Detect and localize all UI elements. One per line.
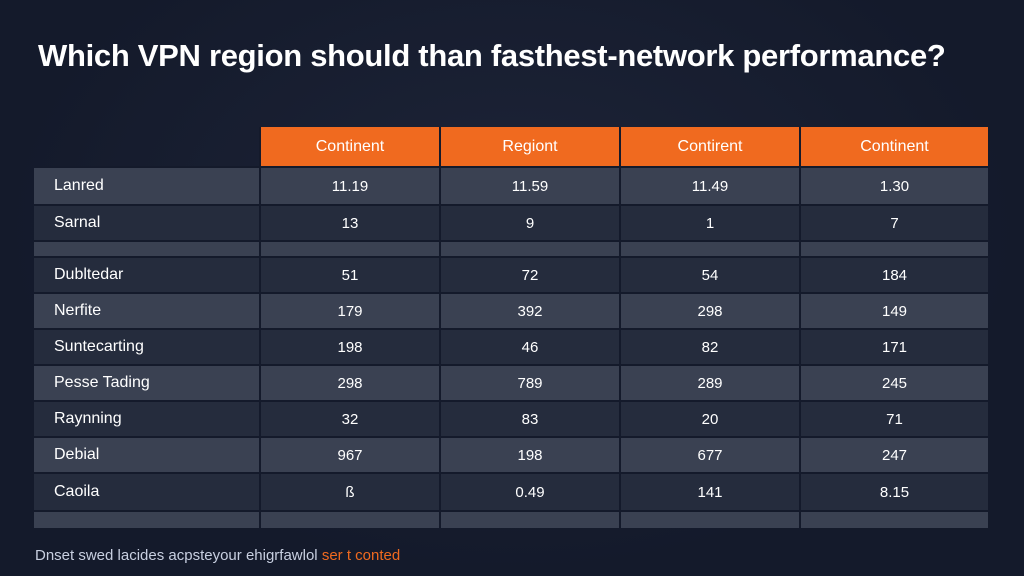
table-cell: 32 [259, 400, 440, 437]
table-row: Dubltedar 51 72 54 184 [34, 256, 988, 293]
row-label: Dubltedar [34, 256, 260, 293]
header-cell: Contirent [619, 127, 800, 167]
table-cell: 83 [439, 400, 620, 437]
table-row: Raynning 32 83 20 71 [34, 400, 988, 437]
table-cell: 198 [439, 436, 620, 473]
row-label [34, 240, 260, 257]
table-row [34, 510, 988, 528]
table-row: Sarnal 13 9 1 7 [34, 204, 988, 241]
table-row: Nerfite 179 392 298 149 [34, 292, 988, 329]
row-label: Debial [34, 436, 260, 473]
table-cell: 11.19 [259, 166, 440, 205]
table-cell: 298 [259, 364, 440, 401]
table-cell: 0.49 [439, 472, 620, 511]
table-cell: 72 [439, 256, 620, 293]
header-cell: Continent [799, 127, 988, 167]
table-row [34, 240, 988, 257]
table-cell [439, 510, 620, 528]
footnote-accent: ser t conted [321, 547, 401, 564]
table-cell: 171 [799, 328, 988, 365]
table-row: Pesse Tading 298 789 289 245 [34, 364, 988, 401]
table-cell: 789 [439, 364, 620, 401]
row-label: Pesse Tading [34, 364, 260, 401]
table-cell [799, 240, 988, 257]
table-row: Debial 967 198 677 247 [34, 436, 988, 473]
table-header-row: Continent Regiont Contirent Continent [34, 127, 988, 167]
table-cell: 184 [799, 256, 988, 293]
table-cell: 245 [799, 364, 988, 401]
table-cell: 141 [619, 472, 800, 511]
table-cell [439, 240, 620, 257]
table-cell: 289 [619, 364, 800, 401]
table-cell: ß [259, 472, 440, 511]
row-label: Nerfite [34, 292, 260, 329]
row-label: Sarnal [34, 204, 260, 241]
footnote: Dnset swed lacides acpsteyour ehigrfawlo… [35, 547, 400, 564]
table-cell: 54 [619, 256, 800, 293]
table-cell: 967 [259, 436, 440, 473]
footnote-text: Dnset swed lacides acpsteyour ehigrfawlo… [35, 547, 322, 564]
table-row: Suntecarting 198 46 82 171 [34, 328, 988, 365]
table-cell: 9 [439, 204, 620, 241]
table-cell [259, 510, 440, 528]
header-cell-blank [34, 127, 260, 167]
page-title: Which VPN region should than fasthest-ne… [38, 38, 946, 73]
table-cell: 677 [619, 436, 800, 473]
row-label [34, 510, 260, 528]
table-cell: 198 [259, 328, 440, 365]
table-cell: 8.15 [799, 472, 988, 511]
table-row: Caoila ß 0.49 141 8.15 [34, 472, 988, 511]
table-cell [619, 240, 800, 257]
header-cell: Regiont [439, 127, 620, 167]
table-cell: 11.49 [619, 166, 800, 205]
table-cell [259, 240, 440, 257]
table-cell: 11.59 [439, 166, 620, 205]
table-cell [799, 510, 988, 528]
table-cell: 247 [799, 436, 988, 473]
table-cell: 1 [619, 204, 800, 241]
row-label: Raynning [34, 400, 260, 437]
table-cell: 20 [619, 400, 800, 437]
data-table: Continent Regiont Contirent Continent La… [34, 127, 988, 528]
table-cell: 298 [619, 292, 800, 329]
header-cell: Continent [259, 127, 440, 167]
table-cell: 392 [439, 292, 620, 329]
table-cell: 179 [259, 292, 440, 329]
table-cell: 7 [799, 204, 988, 241]
table-cell: 51 [259, 256, 440, 293]
table-cell: 71 [799, 400, 988, 437]
row-label: Caoila [34, 472, 260, 511]
table-row: Lanred 11.19 11.59 11.49 1.30 [34, 166, 988, 205]
table-cell [619, 510, 800, 528]
table-body: Lanred 11.19 11.59 11.49 1.30 Sarnal 13 9 1 7 Dubl… [34, 166, 988, 528]
row-label: Suntecarting [34, 328, 260, 365]
table-cell: 1.30 [799, 166, 988, 205]
row-label: Lanred [34, 166, 260, 205]
table-cell: 82 [619, 328, 800, 365]
table-cell: 13 [259, 204, 440, 241]
table-cell: 149 [799, 292, 988, 329]
table-cell: 46 [439, 328, 620, 365]
